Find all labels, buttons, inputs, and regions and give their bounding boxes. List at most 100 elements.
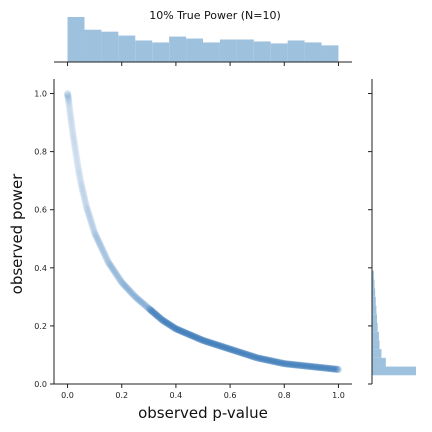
scatter-point — [149, 308, 157, 316]
histogram-bar — [372, 331, 379, 341]
scatter-point — [316, 363, 324, 372]
histogram-bar — [372, 279, 375, 289]
scatter-point — [118, 278, 126, 287]
scatter-point — [227, 345, 235, 354]
scatter-point — [133, 294, 141, 302]
scatter-point — [169, 323, 177, 331]
scatter-point — [327, 365, 335, 373]
scatter-point — [324, 364, 332, 372]
scatter-point — [90, 228, 99, 236]
scatter-point — [71, 141, 79, 149]
scatter-point — [67, 120, 76, 128]
scatter-point — [75, 168, 83, 177]
histogram-bar — [219, 39, 237, 62]
scatter-point — [83, 206, 91, 214]
scatter-point — [161, 318, 169, 326]
scatter-point — [174, 326, 182, 334]
scatter-point — [329, 365, 338, 373]
scatter-point — [253, 354, 261, 362]
scatter-point — [131, 293, 139, 301]
scatter-point — [104, 257, 112, 266]
scatter-point — [219, 343, 227, 351]
scatter-point — [241, 350, 250, 358]
scatter-point — [114, 272, 122, 280]
scatter-point — [201, 337, 209, 345]
scatter-point — [70, 136, 78, 144]
scatter-point — [68, 123, 76, 131]
scatter-point — [87, 218, 96, 227]
scatter-point — [105, 259, 113, 268]
scatter-point — [255, 354, 263, 362]
scatter-point — [194, 334, 202, 342]
scatter-point — [94, 237, 102, 245]
scatter-point — [236, 348, 244, 356]
scatter-point — [202, 337, 211, 346]
scatter-point — [143, 303, 151, 311]
scatter-point — [115, 275, 124, 283]
scatter-point — [328, 365, 336, 373]
scatter-point — [255, 354, 264, 362]
chart-title: 10% True Power (N=10) — [149, 9, 281, 22]
scatter-point — [297, 361, 305, 370]
scatter-point — [64, 92, 72, 100]
scatter-point — [204, 338, 212, 346]
scatter-point — [73, 154, 81, 162]
y-tick-label: 0.2 — [34, 322, 47, 331]
scatter-point — [144, 304, 152, 312]
scatter-point — [296, 361, 304, 369]
scatter-point — [216, 342, 224, 350]
scatter-point — [147, 307, 155, 315]
scatter-point — [259, 355, 267, 363]
y-tick-label: 0.0 — [34, 380, 47, 389]
scatter-point — [192, 333, 200, 341]
scatter-point — [128, 290, 136, 298]
scatter-point — [82, 202, 90, 210]
scatter-point — [92, 231, 100, 239]
scatter-point — [280, 359, 288, 368]
scatter-point — [183, 329, 191, 338]
scatter-point — [318, 364, 326, 372]
scatter-point — [90, 227, 98, 235]
scatter-point — [103, 256, 111, 264]
scatter-point — [311, 363, 319, 371]
scatter-point — [127, 288, 135, 296]
y-tick-label: 1.0 — [34, 90, 47, 99]
right-marginal-histogram — [368, 79, 416, 385]
scatter-point — [91, 229, 99, 237]
scatter-point — [160, 317, 169, 326]
scatter-point — [100, 248, 108, 257]
scatter-point — [74, 165, 83, 173]
top-marginal-histogram — [54, 17, 352, 66]
scatter-point — [113, 271, 121, 279]
scatter-point — [322, 364, 330, 372]
scatter-point — [276, 359, 285, 367]
scatter-point — [286, 360, 295, 368]
scatter-point — [125, 286, 133, 295]
scatter-point — [66, 109, 74, 118]
scatter-point — [235, 348, 243, 356]
scatter-point — [260, 355, 268, 363]
scatter-point — [237, 349, 245, 357]
scatter-point — [93, 234, 101, 242]
scatter-point — [291, 361, 299, 369]
scatter-point — [178, 327, 186, 336]
scatter-point — [66, 111, 75, 119]
histogram-bar — [203, 42, 220, 62]
scatter-point — [319, 364, 327, 372]
scatter-point — [81, 196, 89, 204]
scatter-point — [159, 317, 168, 325]
scatter-point — [156, 314, 164, 322]
scatter-point — [309, 363, 317, 371]
scatter-point — [70, 139, 78, 147]
scatter-point — [300, 362, 308, 370]
scatter-point — [214, 341, 222, 349]
scatter-point — [307, 362, 315, 371]
scatter-point — [157, 315, 165, 323]
scatter-point — [135, 296, 143, 304]
scatter-point — [248, 352, 256, 360]
scatter-point — [154, 312, 162, 320]
scatter-point — [73, 157, 81, 166]
scatter-point — [68, 125, 76, 133]
scatter-point — [99, 247, 107, 255]
scatter-point — [305, 362, 313, 370]
